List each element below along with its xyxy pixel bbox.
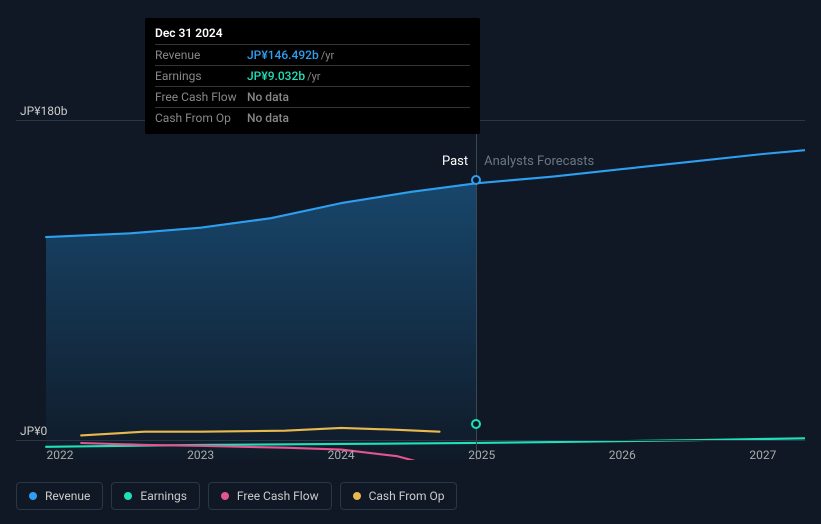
legend-label: Free Cash Flow: [237, 489, 319, 503]
tooltip-unit: /yr: [321, 49, 334, 62]
x-axis-label: 2024: [328, 448, 355, 462]
legend-item-fcf[interactable]: Free Cash Flow: [208, 482, 332, 510]
tooltip-row: Cash From OpNo data: [155, 107, 470, 128]
section-label-forecast: Analysts Forecasts: [484, 154, 594, 169]
legend-dot-icon: [353, 492, 361, 500]
legend: Revenue Earnings Free Cash Flow Cash From O…: [16, 482, 457, 510]
tooltip-row: Free Cash FlowNo data: [155, 86, 470, 107]
marker-revenue: [471, 175, 481, 185]
legend-item-revenue[interactable]: Revenue: [16, 482, 103, 510]
tooltip-value: No data: [247, 111, 289, 125]
chart-area: JP¥180bJP¥0PastAnalysts Forecasts: [16, 120, 805, 460]
section-label-past: Past: [442, 154, 468, 169]
gridline: [16, 440, 805, 441]
tooltip-key: Revenue: [155, 48, 247, 62]
chart-svg: [16, 120, 805, 460]
tooltip-value: No data: [247, 90, 289, 104]
tooltip-row: RevenueJP¥146.492b/yr: [155, 44, 470, 65]
tooltip-value: JP¥9.032b: [247, 69, 305, 83]
tooltip-key: Cash From Op: [155, 111, 247, 125]
legend-item-earnings[interactable]: Earnings: [111, 482, 200, 510]
y-axis-label: JP¥180b: [20, 104, 67, 118]
legend-dot-icon: [221, 492, 229, 500]
x-axis-label: 2025: [468, 448, 495, 462]
legend-dot-icon: [29, 492, 37, 500]
tooltip: Dec 31 2024 RevenueJP¥146.492b/yrEarning…: [145, 18, 480, 134]
legend-dot-icon: [124, 492, 132, 500]
tooltip-unit: /yr: [307, 70, 320, 83]
legend-item-cfo[interactable]: Cash From Op: [340, 482, 458, 510]
y-axis-label: JP¥0: [20, 424, 47, 438]
x-axis-label: 2027: [749, 448, 776, 462]
forecast-divider: [476, 120, 477, 460]
marker-earnings: [471, 419, 481, 429]
x-axis-label: 2022: [47, 448, 74, 462]
tooltip-value: JP¥146.492b: [247, 48, 319, 62]
x-axis-label: 2023: [187, 448, 214, 462]
legend-label: Earnings: [140, 489, 187, 503]
legend-label: Cash From Op: [369, 489, 445, 503]
revenue-area-fill: [46, 183, 476, 460]
tooltip-key: Free Cash Flow: [155, 90, 247, 104]
tooltip-row: EarningsJP¥9.032b/yr: [155, 65, 470, 86]
x-axis-label: 2026: [609, 448, 636, 462]
tooltip-title: Dec 31 2024: [155, 26, 470, 44]
tooltip-key: Earnings: [155, 69, 247, 83]
x-axis-labels: 2022 2023 2024 2025 2026 2027: [16, 448, 805, 468]
legend-label: Revenue: [45, 489, 90, 503]
